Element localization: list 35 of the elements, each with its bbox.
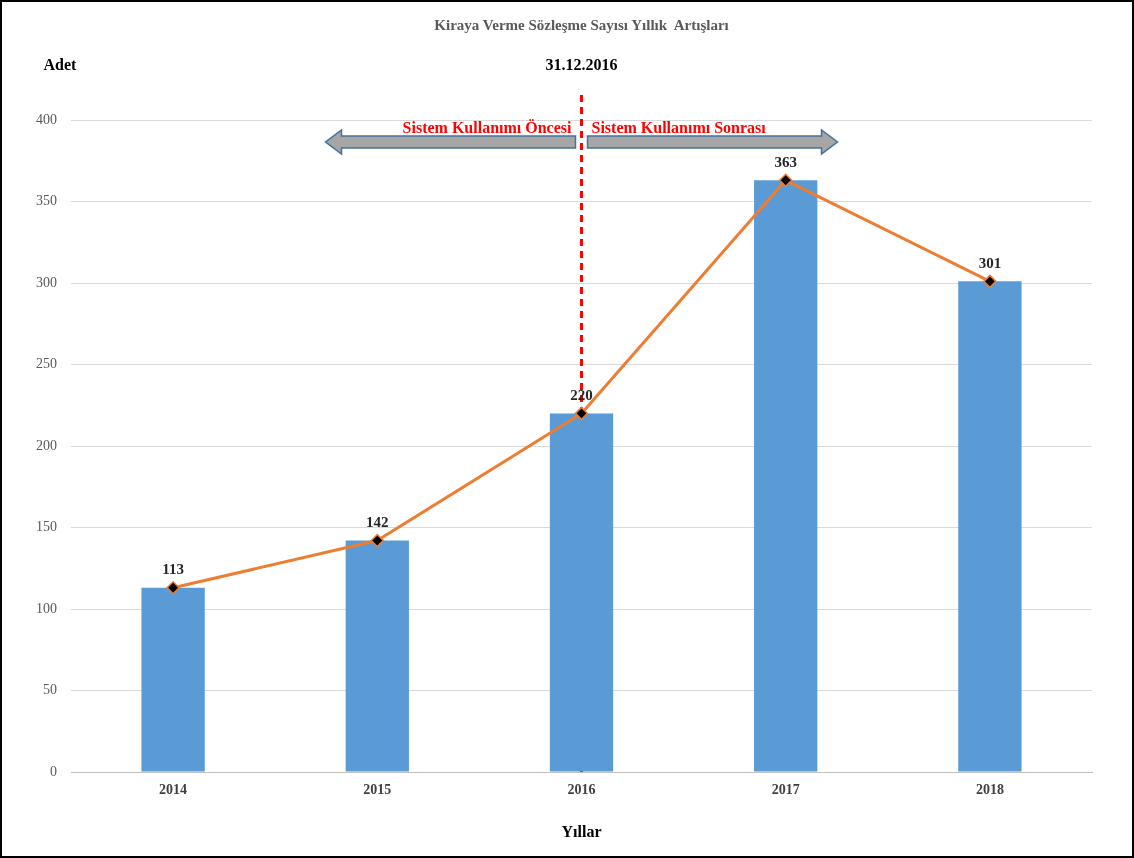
- bar: [754, 180, 818, 772]
- point: [778, 173, 793, 188]
- ref-line-label: 31.12.2016: [545, 56, 618, 74]
- bar: [345, 540, 409, 772]
- y-tick-label: 50: [43, 682, 57, 698]
- x-tick-label: 2017: [771, 782, 800, 798]
- data-label: 301: [978, 254, 1002, 271]
- annotation: Sistem Kullanımı Sonrası: [591, 119, 767, 137]
- point: [370, 533, 385, 548]
- x-axis-title: Yıllar: [561, 822, 602, 840]
- y-tick-label: 300: [36, 274, 57, 290]
- y-tick-label: 100: [36, 600, 57, 616]
- x-tick-label: 2014: [159, 782, 188, 798]
- annotation: Sistem Kullanımı Öncesi: [402, 119, 573, 137]
- data-label: 113: [162, 561, 184, 578]
- bar: [141, 587, 205, 772]
- point: [166, 581, 180, 595]
- y-tick-label: 0: [50, 763, 57, 779]
- point: [983, 274, 997, 289]
- y-tick-label: 250: [36, 356, 57, 372]
- x-tick-label: 2016: [567, 782, 596, 798]
- data-label: 220: [570, 386, 593, 403]
- point: [574, 406, 589, 421]
- data-label: 363: [774, 153, 797, 170]
- y-tick-label: 350: [36, 193, 57, 209]
- y-axis-title: Adet: [43, 56, 78, 74]
- x-tick-label: 2018: [975, 782, 1004, 798]
- y-tick-label: 150: [36, 519, 57, 535]
- chart-title: Kiraya Verme Sözleşme Sayısı Yıllık Artışları: [434, 16, 729, 33]
- x-tick-label: 2015: [363, 782, 392, 798]
- data-label: 142: [366, 513, 389, 530]
- y-tick-label: 200: [36, 437, 57, 453]
- y-tick-label: 400: [36, 111, 57, 127]
- bar: [549, 413, 614, 772]
- bar: [958, 281, 1022, 772]
